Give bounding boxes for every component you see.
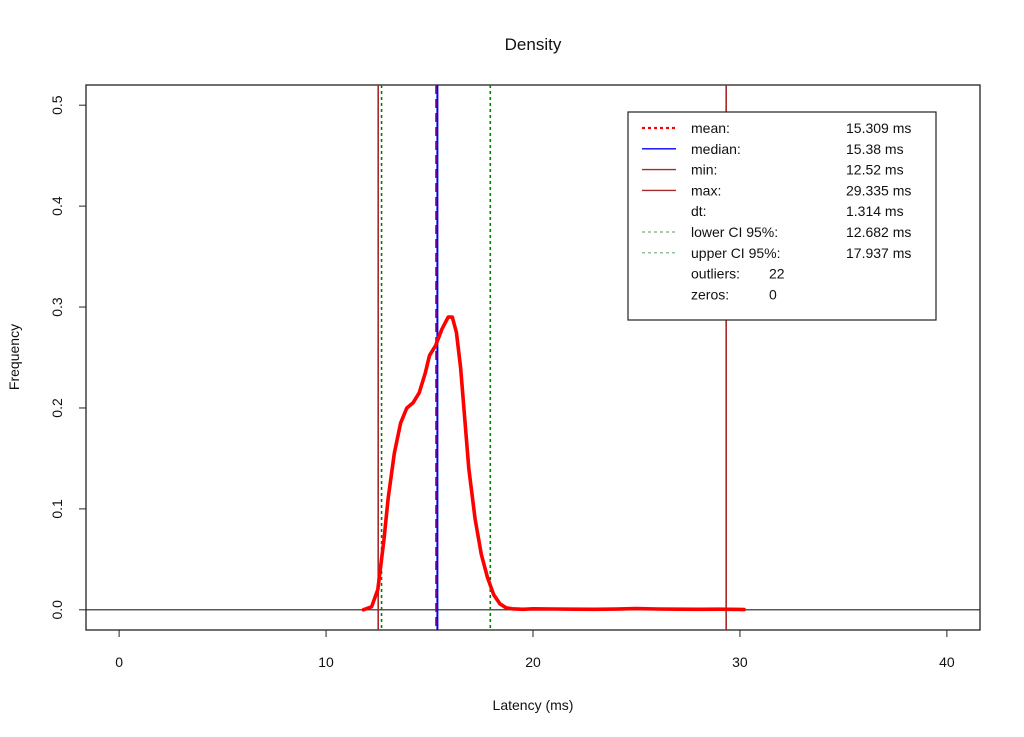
plot-area: 0 10 20 30 40 0.0 0.1 0.2 0.3 0.4 0.5 mean: 15.309 m…: [49, 84, 981, 670]
legend-value: 12.52 ms: [846, 162, 904, 178]
legend-value: 17.937 ms: [846, 245, 911, 261]
legend-label: mean:: [691, 120, 730, 136]
legend-value: 15.309 ms: [846, 120, 911, 136]
y-tick-label: 0.0: [49, 600, 65, 620]
legend-label: dt:: [691, 203, 707, 219]
y-tick-label: 0.1: [49, 499, 65, 519]
legend-label: upper CI 95%:: [691, 245, 781, 261]
legend-value: 12.682 ms: [846, 224, 911, 240]
y-axis-title: Frequency: [6, 324, 22, 390]
legend-label: max:: [691, 182, 721, 198]
legend-value: 0: [769, 286, 777, 302]
legend-label: median:: [691, 141, 741, 157]
chart-title: Density: [505, 35, 562, 54]
density-curve: [361, 315, 746, 612]
x-tick-label: 0: [115, 654, 123, 670]
x-tick-label: 30: [732, 654, 748, 670]
legend-label: outliers:: [691, 266, 740, 282]
y-tick-label: 0.2: [49, 398, 65, 418]
legend-box: [627, 111, 937, 321]
x-axis-title: Latency (ms): [493, 697, 574, 713]
legend-value: 29.335 ms: [846, 182, 911, 198]
legend-value: 15.38 ms: [846, 141, 904, 157]
legend-label: min:: [691, 162, 717, 178]
y-tick-label: 0.5: [49, 95, 65, 115]
x-tick-label: 20: [525, 654, 541, 670]
x-tick-label: 40: [939, 654, 955, 670]
y-tick-label: 0.3: [49, 297, 65, 317]
x-tick-label: 10: [318, 654, 334, 670]
legend-label: zeros:: [691, 286, 729, 302]
legend-value: 22: [769, 266, 785, 282]
y-tick-label: 0.4: [49, 196, 65, 216]
legend-value: 1.314 ms: [846, 203, 904, 219]
legend-label: lower CI 95%:: [691, 224, 778, 240]
